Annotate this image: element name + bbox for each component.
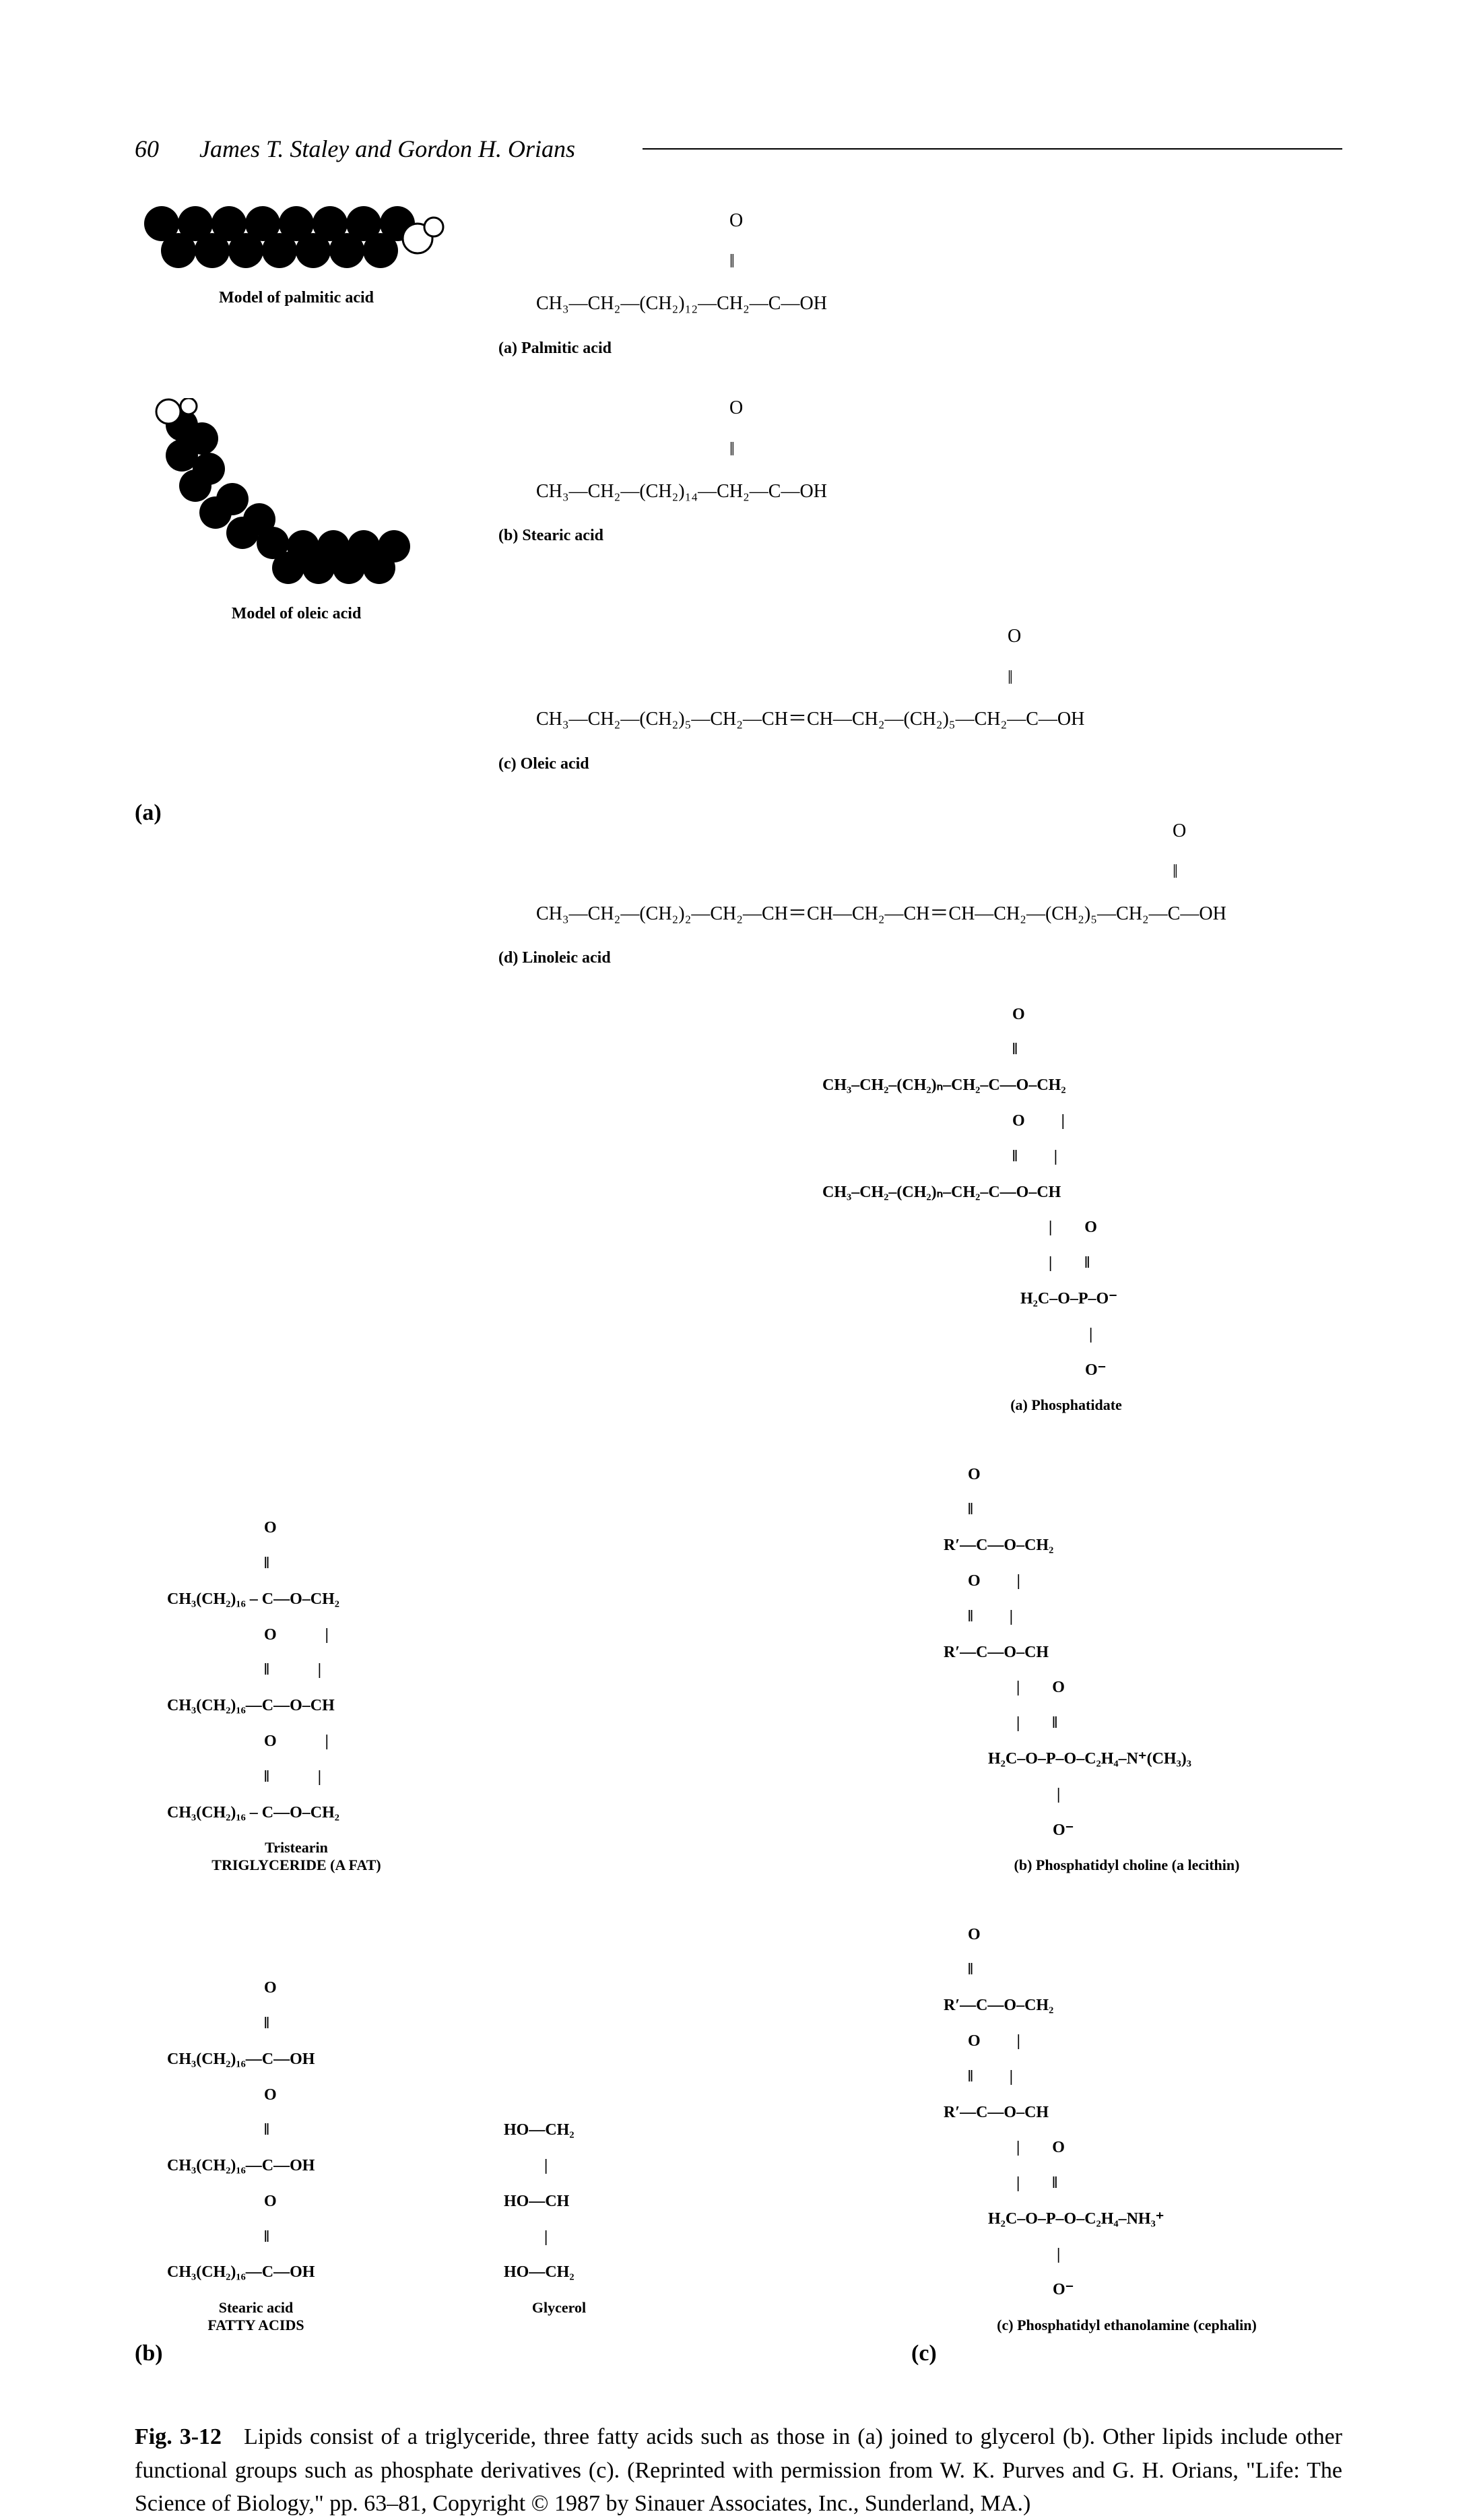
panel-a-label: (a) bbox=[135, 800, 458, 826]
glycerol-formula: HO—CH₂ | HO—CH | HO—CH₂ bbox=[471, 2104, 647, 2299]
linoleic-caption: (d) Linoleic acid bbox=[498, 949, 1226, 967]
author-line: James T. Staley and Gordon H. Orians bbox=[199, 135, 575, 163]
lecithin-formula: O ‖ R′—C—O–CH₂ O | ‖ | R′—C—O–CH | O | ‖ bbox=[911, 1448, 1342, 1856]
linoleic-block: O ‖ CH₃—CH₂—(CH₂)₂—CH₂—CH＝CH—CH₂—CH＝CH—C… bbox=[498, 800, 1226, 968]
page-header: 60 James T. Staley and Gordon H. Orians bbox=[135, 135, 1342, 163]
stearic-oleic-block: O ‖ CH₃—CH₂—(CH₂)₁₄—CH₂—C—OH (b) Stearic… bbox=[498, 378, 1084, 773]
palmitic-caption: (a) Palmitic acid bbox=[498, 340, 827, 358]
mid-section: O ‖ CH₃(CH₂)₁₆ – C—O–CH₂ O | ‖ | CH₃(CH₂… bbox=[135, 1448, 1342, 1874]
page-number: 60 bbox=[135, 135, 159, 163]
figure-caption: Fig. 3-12 Lipids consist of a triglyceri… bbox=[135, 2420, 1342, 2520]
panel-a-label-box: (a) bbox=[135, 800, 458, 826]
model-oleic: Model of oleic acid bbox=[135, 398, 458, 623]
palmitic-formula-block: O ‖ CH₃—CH₂—(CH₂)₁₂—CH₂—C—OH (a) Palmiti… bbox=[498, 190, 827, 358]
phosphatidate-formula: O ‖ CH₃–CH₂–(CH₂)ₙ–CH₂–C—O–CH₂ O | bbox=[790, 988, 1342, 1396]
model-oleic-caption: Model of oleic acid bbox=[135, 605, 458, 623]
palmitic-formula: O ‖ CH₃—CH₂—(CH₂)₁₂—CH₂—C—OH bbox=[498, 190, 827, 335]
triglyceride-formula: O ‖ CH₃(CH₂)₁₆ – C—O–CH₂ O | ‖ | CH₃(CH₂… bbox=[135, 1501, 458, 1839]
header-rule bbox=[643, 148, 1342, 150]
stearic-caption: (b) Stearic acid bbox=[498, 527, 1084, 545]
fig-label: Fig. 3-12 bbox=[135, 2424, 222, 2449]
fig-caption-text: Lipids consist of a triglyceride, three … bbox=[135, 2424, 1342, 2516]
model-palmitic: Model of palmitic acid bbox=[135, 190, 458, 307]
row-stearic: Model of oleic acid O ‖ CH₃—CH₂—(CH₂)₁₄—… bbox=[135, 378, 1342, 773]
cephalin-caption: (c) Phosphatidyl ethanolamine (cephalin) bbox=[911, 2317, 1342, 2334]
page: 60 James T. Staley and Gordon H. Orians … bbox=[0, 0, 1477, 2061]
triglyceride-block: O ‖ CH₃(CH₂)₁₆ – C—O–CH₂ O | ‖ | CH₃(CH₂… bbox=[135, 1501, 458, 1874]
tristearin-label: Tristearin bbox=[135, 1839, 458, 1856]
row-linoleic: (a) O bbox=[135, 800, 1342, 968]
cephalin-block: O ‖ R′—C—O–CH₂ O | ‖ | R′—C—O–CH | O | ‖ bbox=[911, 1908, 1342, 2366]
glycerol-block: HO—CH₂ | HO—CH | HO—CH₂ Glycerol bbox=[471, 2104, 647, 2366]
lecithin-block: O ‖ R′—C—O–CH₂ O | ‖ | R′—C—O–CH | O | ‖ bbox=[911, 1448, 1342, 1874]
triglyceride-label: TRIGLYCERIDE (A FAT) bbox=[135, 1856, 458, 1874]
row-palmitic: Model of palmitic acid O ‖ CH₃—CH₂—(CH₂)… bbox=[135, 190, 1342, 358]
phosphatidate-block: O ‖ CH₃–CH₂–(CH₂)ₙ–CH₂–C—O–CH₂ O | bbox=[790, 988, 1342, 1414]
oleic-model-icon bbox=[141, 398, 451, 600]
oleic-caption: (c) Oleic acid bbox=[498, 755, 1084, 773]
stearic-block: O ‖ CH₃(CH₂)₁₆—C—OH O ‖ CH₃(CH₂)₁₆—C—OH … bbox=[135, 1962, 377, 2366]
lecithin-caption: (b) Phosphatidyl choline (a lecithin) bbox=[911, 1856, 1342, 1874]
linoleic-formula: O ‖ CH₃—CH₂—(CH₂)₂—CH₂—CH＝CH—CH₂—CH＝CH—C… bbox=[498, 800, 1226, 946]
oleic-formula: O ‖ CH₃—CH₂—(CH₂)₅—CH₂—CH＝CH—CH₂—(CH₂)₅—… bbox=[498, 606, 1084, 751]
panel-b-label: (b) bbox=[135, 2341, 377, 2366]
cephalin-formula: O ‖ R′—C—O–CH₂ O | ‖ | R′—C—O–CH | O | ‖ bbox=[911, 1908, 1342, 2317]
phosphatidate-row: O ‖ CH₃–CH₂–(CH₂)ₙ–CH₂–C—O–CH₂ O | bbox=[135, 988, 1342, 1414]
stearic-formula-b: O ‖ CH₃(CH₂)₁₆—C—OH O ‖ CH₃(CH₂)₁₆—C—OH … bbox=[135, 1962, 377, 2299]
glycerol-name: Glycerol bbox=[471, 2299, 647, 2317]
stearic-formula: O ‖ CH₃—CH₂—(CH₂)₁₄—CH₂—C—OH bbox=[498, 378, 1084, 523]
phosphatidate-caption: (a) Phosphatidate bbox=[790, 1396, 1342, 1414]
fatty-acids-label: FATTY ACIDS bbox=[135, 2317, 377, 2334]
stearic-name: Stearic acid bbox=[135, 2299, 377, 2317]
panel-c-label: (c) bbox=[911, 2341, 1342, 2366]
palmitic-model-icon bbox=[141, 190, 451, 284]
bottom-section: O ‖ CH₃(CH₂)₁₆—C—OH O ‖ CH₃(CH₂)₁₆—C—OH … bbox=[135, 1908, 1342, 2366]
model-palmitic-caption: Model of palmitic acid bbox=[135, 289, 458, 307]
